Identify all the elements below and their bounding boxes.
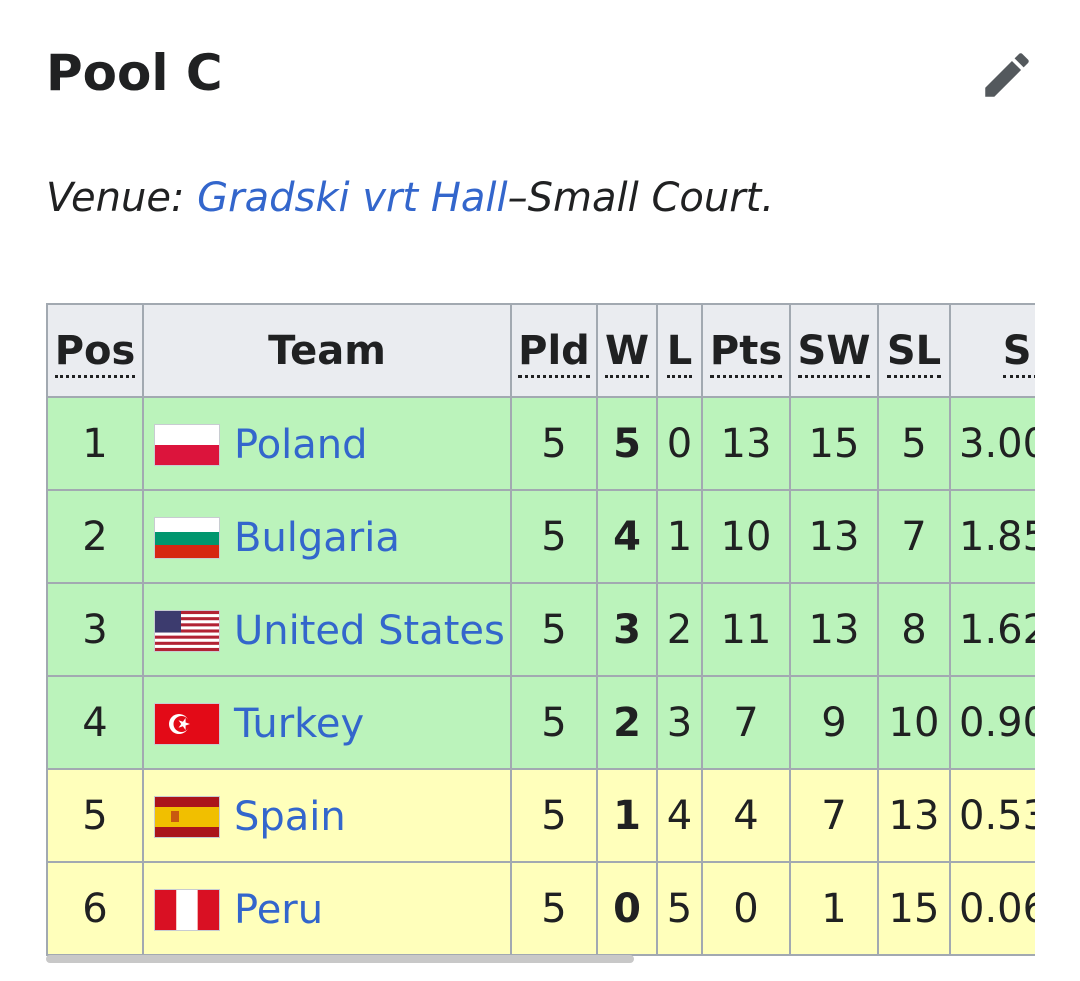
cell-team: Poland [142,396,512,491]
bulgaria-flag-icon [154,516,220,559]
section-title: Pool C [46,44,223,102]
cell-sr: 1.85 [949,489,1035,584]
team-link[interactable]: Peru [234,886,324,933]
cell-sw: 13 [789,489,879,584]
cell-pos: 2 [46,489,144,584]
venue-suffix: –Small Court. [507,175,775,221]
cell-w: 1 [596,768,658,863]
cell-pts: 13 [701,396,791,491]
table-row: 1 Poland 5 5 0 13 15 5 3.00 [46,396,1035,491]
cell-sl: 15 [877,861,951,956]
team-link[interactable]: Turkey [234,700,365,747]
table-header-row: Pos Team Pld W L Pts SW SL SR [46,303,1035,398]
table-row: 3 United States [46,582,1035,677]
cell-pts: 4 [701,768,791,863]
cell-pld: 5 [510,582,598,677]
team-link[interactable]: Spain [234,793,346,840]
cell-sw: 13 [789,582,879,677]
pencil-icon [985,53,1029,97]
header-sr[interactable]: SR [949,303,1035,398]
cell-sr: 1.62 [949,582,1035,677]
table-row: 6 Peru 5 0 5 0 1 15 0.06 [46,861,1035,956]
cell-pos: 4 [46,675,144,770]
cell-w: 5 [596,396,658,491]
cell-w: 4 [596,489,658,584]
cell-team: United States [142,582,512,677]
cell-team: Peru [142,861,512,956]
header-pld[interactable]: Pld [510,303,598,398]
cell-w: 0 [596,861,658,956]
venue-line: Venue: Gradski vrt Hall–Small Court. [46,172,774,224]
header-pos[interactable]: Pos [46,303,144,398]
cell-sw: 15 [789,396,879,491]
cell-sl: 13 [877,768,951,863]
header-pts[interactable]: Pts [701,303,791,398]
cell-pld: 5 [510,489,598,584]
cell-sl: 7 [877,489,951,584]
team-link[interactable]: United States [234,607,505,654]
cell-pts: 10 [701,489,791,584]
cell-pos: 5 [46,768,144,863]
header-team: Team [142,303,512,398]
cell-l: 5 [656,861,703,956]
team-link[interactable]: Poland [234,421,368,468]
table-row: 4 Turkey 5 2 3 7 9 10 [46,675,1035,770]
cell-pos: 1 [46,396,144,491]
horizontal-scrollbar[interactable] [46,955,634,963]
cell-pld: 5 [510,675,598,770]
cell-l: 1 [656,489,703,584]
standings-table: Pos Team Pld W L Pts SW SL SR 1 Poland [46,303,1035,956]
cell-sr: 3.00 [949,396,1035,491]
table-row: 2 Bulgaria 5 4 1 10 13 7 1.85 [46,489,1035,584]
venue-link[interactable]: Gradski vrt Hall [197,175,508,221]
cell-sr: 0.06 [949,861,1035,956]
poland-flag-icon [154,423,220,466]
cell-sw: 1 [789,861,879,956]
peru-flag-icon [154,888,220,931]
spain-flag-icon [154,795,220,838]
cell-pld: 5 [510,861,598,956]
cell-sr: 0.90 [949,675,1035,770]
cell-l: 0 [656,396,703,491]
cell-pld: 5 [510,396,598,491]
cell-l: 4 [656,768,703,863]
header-w[interactable]: W [596,303,658,398]
cell-sw: 7 [789,768,879,863]
cell-pld: 5 [510,768,598,863]
header-l[interactable]: L [656,303,703,398]
cell-sl: 10 [877,675,951,770]
cell-l: 2 [656,582,703,677]
edit-section-button[interactable] [978,46,1036,104]
cell-w: 2 [596,675,658,770]
header-sw[interactable]: SW [789,303,879,398]
table-row: 5 Spain 5 1 4 4 7 13 0.53 [46,768,1035,863]
cell-team: Bulgaria [142,489,512,584]
header-sl[interactable]: SL [877,303,951,398]
cell-pts: 0 [701,861,791,956]
cell-pos: 3 [46,582,144,677]
cell-sr: 0.53 [949,768,1035,863]
cell-l: 3 [656,675,703,770]
cell-sl: 8 [877,582,951,677]
team-link[interactable]: Bulgaria [234,514,400,561]
united-states-flag-icon [154,609,220,652]
cell-sw: 9 [789,675,879,770]
cell-team: Turkey [142,675,512,770]
cell-sl: 5 [877,396,951,491]
cell-w: 3 [596,582,658,677]
venue-prefix: Venue: [46,175,198,221]
cell-pts: 11 [701,582,791,677]
cell-team: Spain [142,768,512,863]
standings-table-container[interactable]: Pos Team Pld W L Pts SW SL SR 1 Poland [46,303,1035,965]
cell-pos: 6 [46,861,144,956]
turkey-flag-icon [154,702,220,745]
cell-pts: 7 [701,675,791,770]
